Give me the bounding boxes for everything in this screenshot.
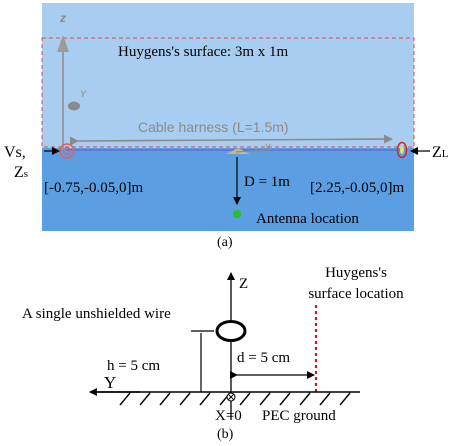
x-axis-marker-icon [226, 148, 250, 154]
ground-hatching [119, 392, 351, 406]
source-voltage-label: Vs, [4, 144, 26, 161]
source-impedance-label: Zs [14, 164, 28, 181]
y-axis-label: Y [80, 89, 87, 99]
x-axis-label: X [263, 143, 271, 154]
caption-b: (b) [217, 427, 234, 442]
distance-b-label: d = 5 cm [237, 350, 290, 366]
source-port-inner-icon [63, 147, 71, 155]
cable-harness-label: Cable harness (L=1.5m) [138, 119, 289, 135]
antenna-marker-icon [233, 210, 241, 218]
cable-length-arrow [69, 134, 393, 146]
height-label: h = 5 cm [107, 358, 160, 374]
pec-ground-label: PEC ground [262, 408, 336, 424]
panel-b: Z Huygens's surface location A single un… [22, 265, 404, 424]
load-port-inner-icon [400, 146, 404, 154]
wire-label: A single unshielded wire [22, 306, 171, 322]
wire-cross-section-icon [215, 320, 247, 342]
y-axis-b-label: Y [104, 373, 116, 392]
z-axis-arrow-icon [57, 35, 69, 52]
panel-a: z Y Huygens's surface: 3m x 1m Cable har… [4, 3, 449, 231]
load-port-icon [396, 141, 408, 159]
load-impedance-label: ZL [432, 144, 449, 161]
caption-a: (a) [217, 235, 233, 250]
x-axis-line [235, 148, 279, 153]
z-axis-label: z [59, 11, 66, 25]
z-axis-b-label: Z [239, 276, 248, 292]
antenna-location-label: Antenna location [256, 211, 359, 227]
huygens-surface-box [41, 37, 415, 148]
huygens-surface-label: Huygens's surface: 3m x 1m [118, 44, 289, 60]
left-coordinate-label: [-0.75,-0.05,0]m [44, 180, 143, 196]
huygens-location-label-line1: Huygens's [325, 265, 387, 281]
ground-plane [42, 148, 414, 231]
distance-d-label: D = 1m [244, 174, 290, 190]
huygens-location-label-line2: surface location [308, 286, 404, 302]
x-axis-into-page-icon-b [227, 393, 235, 401]
origin-label: X=0 [215, 408, 242, 424]
right-coordinate-label: [2.25,-0.05,0]m [310, 180, 404, 196]
source-port-icon [59, 143, 75, 159]
y-axis-marker-icon [68, 101, 80, 111]
